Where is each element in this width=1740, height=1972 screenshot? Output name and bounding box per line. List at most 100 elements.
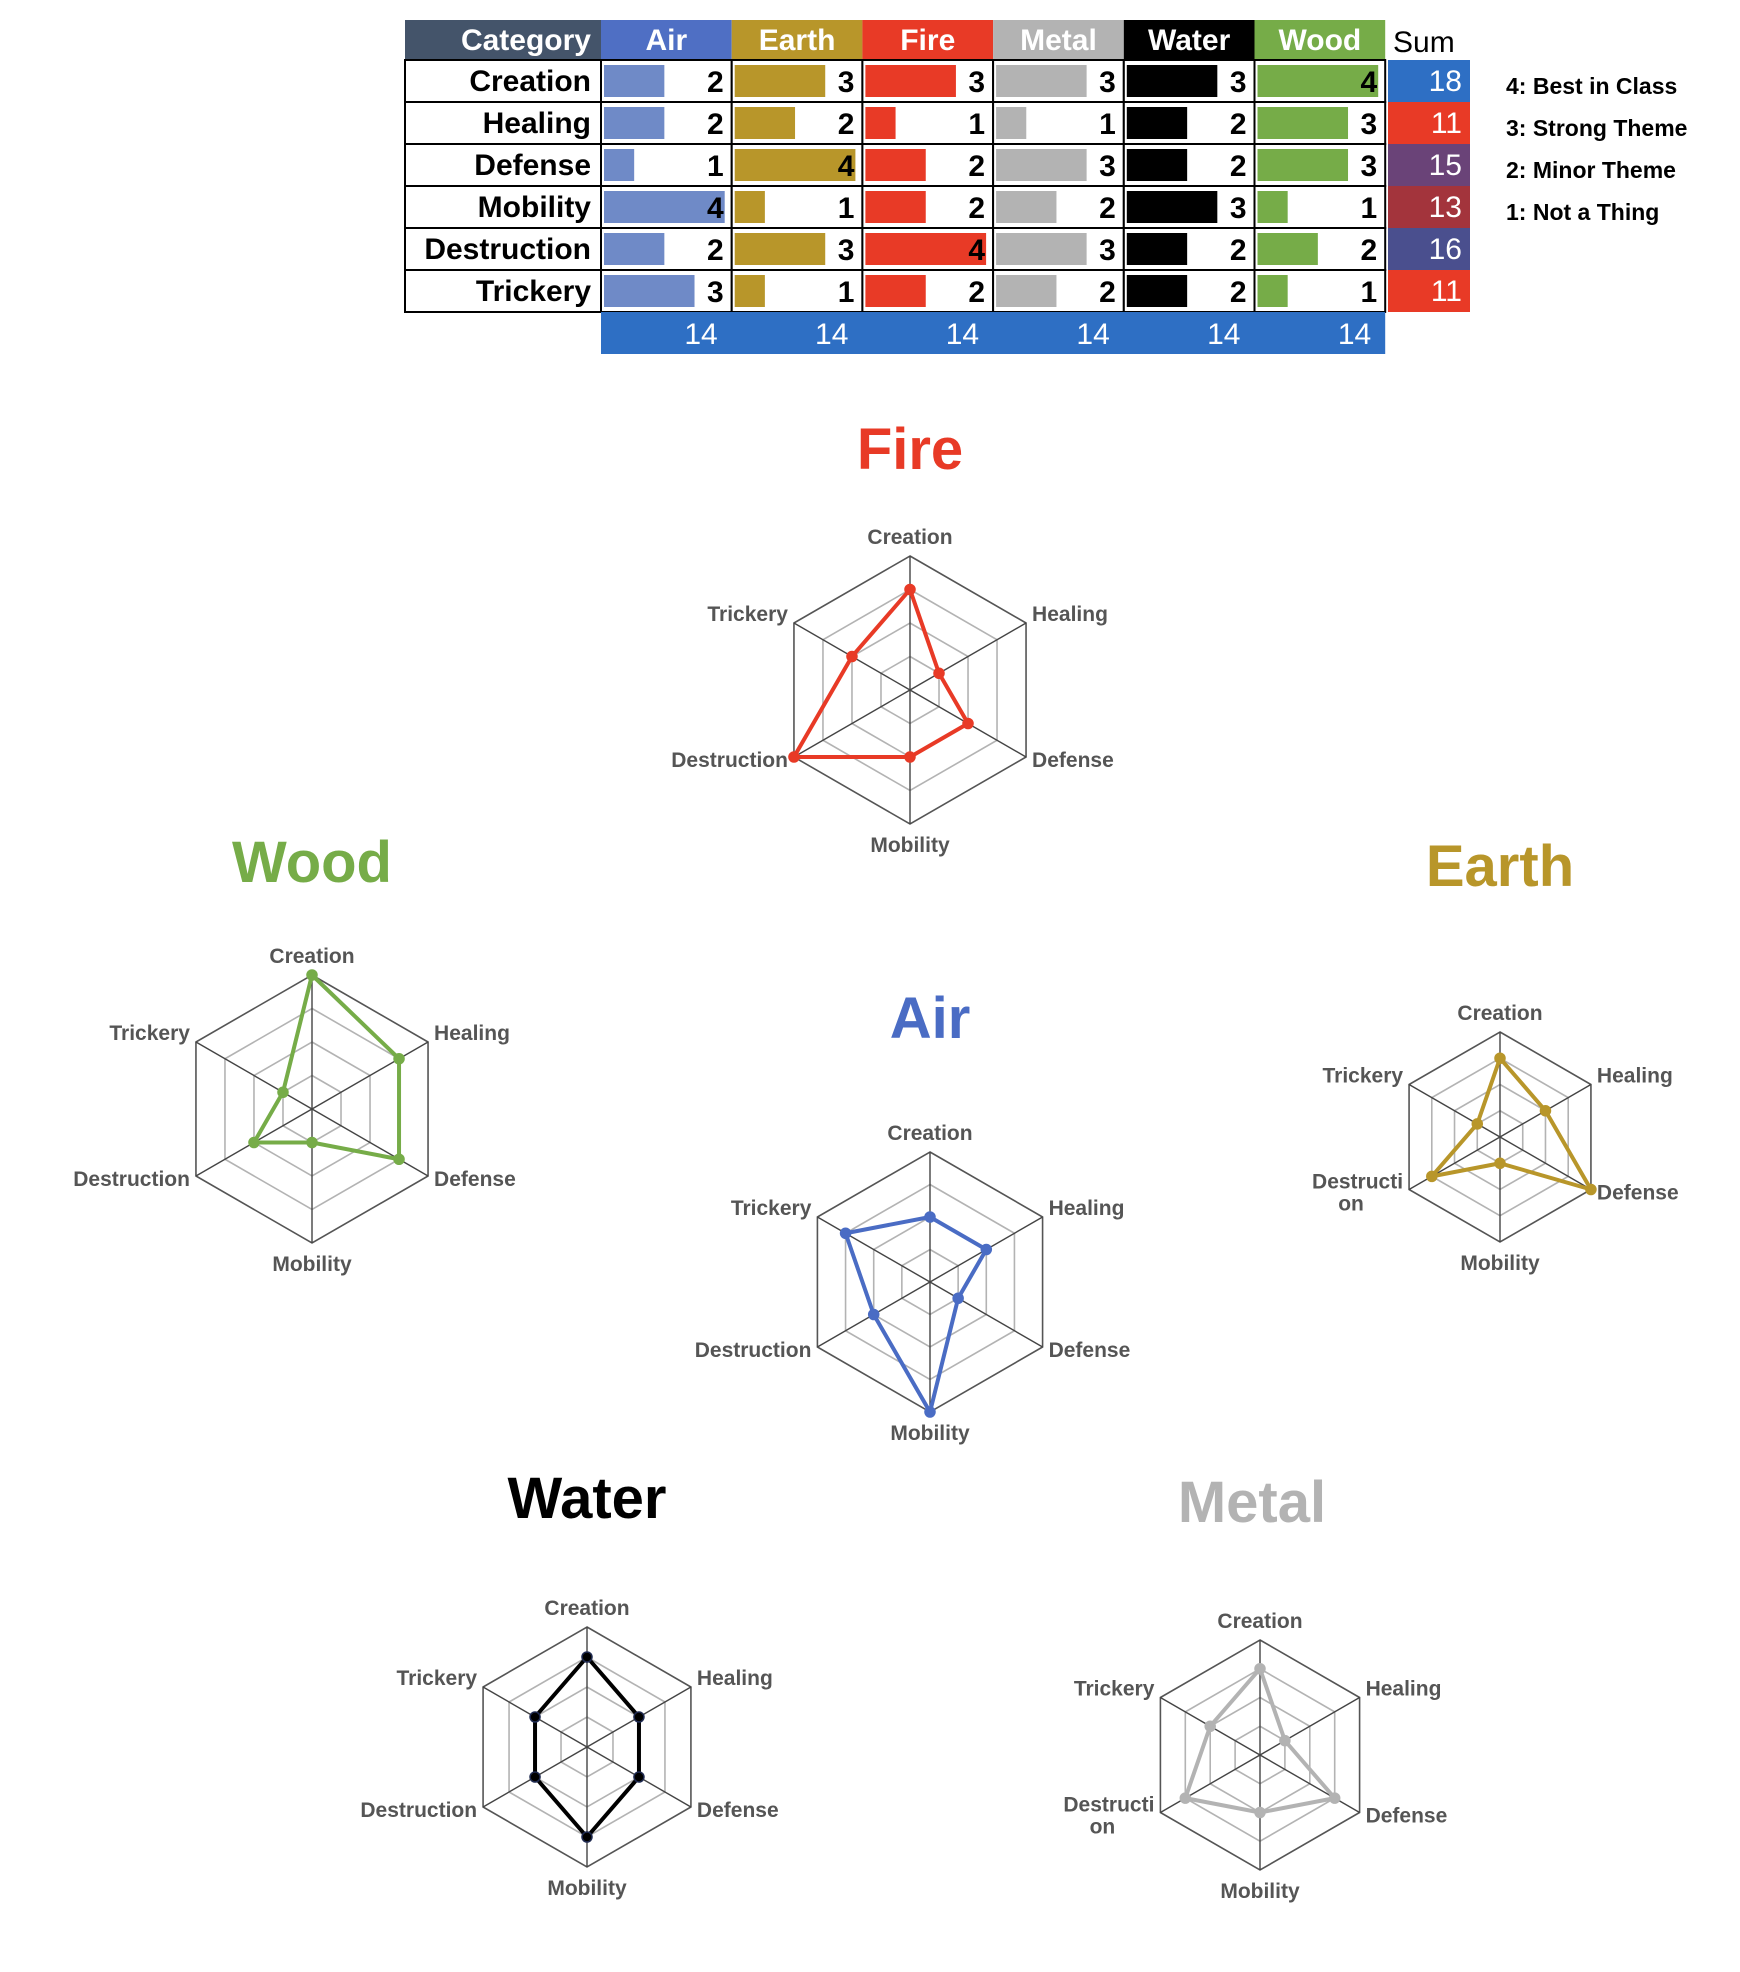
row-label-mobility: Mobility xyxy=(478,191,592,224)
data-point-trickery xyxy=(277,1086,289,1098)
header-cell-air xyxy=(601,20,732,60)
value-label: 2 xyxy=(968,150,985,183)
value-label: 1 xyxy=(707,150,724,183)
data-point-creation xyxy=(1494,1052,1506,1064)
axis-label-healing: Healing xyxy=(434,1022,510,1045)
value-bar xyxy=(1257,191,1288,223)
data-point-mobility xyxy=(924,1406,936,1418)
axis-spoke xyxy=(793,689,911,758)
value-bar xyxy=(734,149,856,181)
axis-label-mobility: Mobility xyxy=(890,1422,970,1445)
header-cell-metal xyxy=(993,20,1124,60)
sum-cell xyxy=(1388,186,1470,228)
axis-label-healing: Healing xyxy=(1049,1197,1125,1220)
wood-chart-title: Wood xyxy=(232,830,392,895)
legend-item: 3: Strong Theme xyxy=(1506,115,1687,141)
column-total: 14 xyxy=(1076,318,1109,351)
axis-label-creation: Creation xyxy=(887,1122,972,1145)
fire-chart-title: Fire xyxy=(856,417,964,482)
header-wood: Wood xyxy=(1278,24,1361,57)
data-point-healing xyxy=(1539,1105,1552,1117)
data-point-destructi-on xyxy=(1426,1170,1438,1183)
data-point-destruction xyxy=(867,1308,880,1321)
axis-label-trickery: Trickery xyxy=(731,1197,812,1220)
axis-spoke xyxy=(817,1216,931,1283)
data-point-trickery xyxy=(1204,1720,1216,1732)
data-point-creation xyxy=(1254,1663,1266,1675)
axis-label-mobility: Mobility xyxy=(1460,1252,1540,1275)
axis-label-trickery: Trickery xyxy=(396,1667,477,1690)
value-label: 2 xyxy=(707,234,724,267)
header-cell-category xyxy=(405,20,601,60)
value-label: 3 xyxy=(1230,192,1247,225)
value-bar xyxy=(604,107,665,139)
data-point-destruction xyxy=(248,1136,260,1149)
value-label: 2 xyxy=(1230,276,1247,309)
axis-label-destructi-on: Destructi on xyxy=(1063,1794,1154,1839)
value-label: 3 xyxy=(1230,66,1247,99)
column-total: 14 xyxy=(1207,318,1240,351)
header-earth: Earth xyxy=(759,24,836,57)
value-bar xyxy=(865,191,926,223)
axis-label-defense: Defense xyxy=(1049,1339,1131,1362)
value-bar xyxy=(734,233,826,265)
axis-spoke xyxy=(311,1108,429,1177)
legend-item: 1: Not a Thing xyxy=(1506,199,1659,225)
axis-label-destructi-on: Destructi on xyxy=(1312,1171,1403,1216)
axis-spoke xyxy=(311,1041,429,1110)
value-label: 3 xyxy=(968,66,985,99)
value-bar xyxy=(734,65,826,97)
value-bar xyxy=(604,191,725,223)
data-point-healing xyxy=(980,1243,993,1256)
sum-cell xyxy=(1388,270,1470,312)
axis-label-destruction: Destruction xyxy=(73,1168,190,1191)
value-bar xyxy=(1126,233,1188,265)
value-bar xyxy=(996,65,1087,97)
axis-label-trickery: Trickery xyxy=(707,603,788,626)
header-metal: Metal xyxy=(1020,24,1097,57)
value-label: 1 xyxy=(838,192,855,225)
axis-spoke xyxy=(929,1281,1043,1348)
data-point-healing xyxy=(1279,1734,1291,1747)
axis-label-mobility: Mobility xyxy=(1220,1880,1300,1903)
row-label-healing: Healing xyxy=(483,107,591,140)
value-bar xyxy=(604,65,665,97)
data-point-creation xyxy=(306,969,318,981)
value-bar xyxy=(1257,65,1379,97)
row-label-defense: Defense xyxy=(474,149,591,182)
data-point-defense xyxy=(393,1153,405,1165)
value-label: 3 xyxy=(1099,150,1116,183)
axis-label-creation: Creation xyxy=(1457,1002,1542,1025)
data-point-creation xyxy=(581,1651,593,1663)
sum-value: 18 xyxy=(1429,65,1462,98)
earth-chart-title: Earth xyxy=(1425,834,1575,899)
value-bar xyxy=(604,275,695,307)
axis-label-trickery: Trickery xyxy=(1074,1678,1155,1701)
value-label: 2 xyxy=(707,66,724,99)
axis-label-defense: Defense xyxy=(697,1799,779,1822)
data-point-defense xyxy=(962,717,974,730)
header-water: Water xyxy=(1148,24,1231,57)
value-bar xyxy=(604,149,635,181)
value-bar xyxy=(865,65,956,97)
data-point-trickery xyxy=(839,1227,852,1239)
data-point-defense xyxy=(633,1771,645,1783)
data-point-mobility xyxy=(306,1136,318,1149)
value-label: 2 xyxy=(1230,150,1247,183)
sum-value: 11 xyxy=(1431,107,1462,140)
value-label: 2 xyxy=(968,276,985,309)
row-label-cell xyxy=(404,101,602,145)
value-bar xyxy=(1126,65,1218,97)
metal-chart-title: Metal xyxy=(1177,1470,1327,1535)
axis-label-destruction: Destruction xyxy=(671,749,788,772)
value-bar xyxy=(996,191,1057,223)
axis-label-healing: Healing xyxy=(1032,603,1108,626)
header-cell-water xyxy=(1123,20,1255,60)
data-point-destruction xyxy=(788,751,800,763)
value-bar xyxy=(734,107,796,139)
axis-label-defense: Defense xyxy=(1597,1182,1679,1205)
axis-spoke xyxy=(1499,1136,1592,1191)
data-point-mobility xyxy=(904,751,916,763)
